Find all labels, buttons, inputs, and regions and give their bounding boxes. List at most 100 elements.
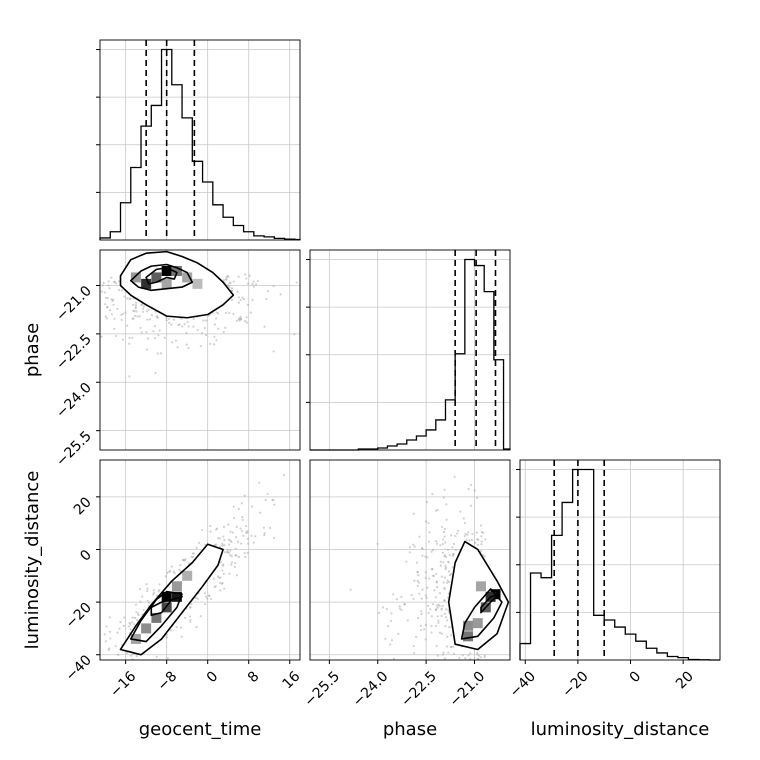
- sample-point: [467, 487, 470, 491]
- sample-point: [226, 548, 229, 551]
- sample-point: [435, 608, 438, 611]
- sample-point: [416, 579, 419, 582]
- y-tick-label: −25.5: [53, 428, 95, 470]
- sample-point: [166, 571, 169, 575]
- x-tick-label: 16: [280, 668, 304, 692]
- sample-point: [421, 554, 424, 557]
- sample-point: [452, 652, 456, 655]
- sample-point: [108, 616, 111, 619]
- sample-point: [259, 511, 262, 514]
- sample-point: [234, 535, 238, 539]
- sample-point: [189, 618, 192, 622]
- sample-point: [432, 574, 435, 577]
- sample-point: [237, 296, 240, 299]
- sample-point: [137, 612, 140, 615]
- sample-point: [413, 579, 416, 582]
- density-cell: [151, 272, 162, 283]
- sample-point: [480, 524, 483, 527]
- sample-point: [480, 543, 483, 546]
- sample-point: [192, 552, 195, 555]
- sample-point: [100, 290, 104, 293]
- sample-point: [148, 318, 152, 321]
- sample-point: [398, 605, 401, 608]
- sample-point: [145, 331, 148, 334]
- sample-point: [105, 625, 108, 628]
- sample-point: [154, 371, 157, 374]
- sample-point: [480, 530, 483, 534]
- contour-line: [145, 266, 178, 285]
- sample-point: [109, 309, 112, 312]
- sample-point: [483, 555, 486, 558]
- sample-point: [134, 603, 138, 606]
- sample-point: [244, 555, 247, 559]
- sample-point: [108, 647, 111, 650]
- sample-point: [146, 587, 149, 590]
- sample-point: [129, 628, 132, 631]
- contour-line: [447, 540, 510, 651]
- sample-point: [242, 297, 245, 301]
- sample-point: [251, 505, 254, 508]
- density-cell: [141, 623, 152, 634]
- sample-point: [221, 544, 224, 547]
- sample-point: [147, 308, 150, 311]
- sample-point: [107, 284, 110, 287]
- sample-point: [246, 303, 250, 306]
- sample-point: [433, 589, 436, 592]
- sample-point: [120, 289, 124, 292]
- sample-point: [217, 327, 220, 330]
- sample-point: [237, 301, 241, 304]
- sample-point: [225, 277, 228, 281]
- sample-point: [110, 313, 114, 316]
- sample-point: [439, 564, 442, 567]
- sample-point: [182, 559, 185, 562]
- sample-point: [435, 542, 439, 545]
- sample-point: [204, 603, 207, 606]
- sample-point: [435, 540, 438, 543]
- sample-point: [158, 583, 161, 586]
- sample-point: [434, 509, 438, 512]
- sample-point: [271, 498, 274, 501]
- sample-point: [405, 560, 408, 563]
- sample-point: [169, 629, 172, 632]
- sample-point: [128, 336, 131, 339]
- sample-point: [139, 326, 142, 330]
- sample-point: [265, 297, 268, 301]
- sample-point: [230, 298, 234, 302]
- sample-point: [415, 635, 418, 639]
- sample-point: [239, 527, 242, 530]
- sample-point: [448, 626, 451, 629]
- sample-point: [476, 496, 479, 499]
- sample-point: [444, 541, 447, 544]
- sample-point: [420, 546, 423, 549]
- sample-point: [129, 623, 132, 626]
- sample-point: [228, 286, 231, 289]
- sample-point: [417, 616, 420, 620]
- sample-point: [187, 325, 190, 328]
- sample-point: [416, 574, 420, 577]
- sample-point: [189, 606, 192, 609]
- panel-frame: [309, 459, 511, 661]
- density-cell: [171, 265, 182, 276]
- sample-point: [120, 318, 123, 322]
- sample-point: [167, 317, 171, 320]
- sample-point: [397, 632, 400, 636]
- sample-point: [419, 624, 422, 627]
- sample-point: [190, 603, 193, 606]
- sample-point: [201, 528, 204, 532]
- sample-point: [424, 623, 427, 627]
- sample-point: [128, 621, 131, 625]
- sample-point: [412, 652, 416, 655]
- sample-point: [196, 328, 199, 332]
- sample-point: [116, 307, 119, 311]
- sample-point: [233, 565, 237, 568]
- sample-point: [442, 496, 445, 499]
- panel-frame: [519, 459, 721, 661]
- y-tick-label: −20: [63, 600, 95, 632]
- sample-point: [219, 561, 223, 564]
- sample-point: [438, 604, 441, 608]
- sample-point: [122, 312, 125, 315]
- sample-point: [146, 337, 149, 340]
- sample-point: [215, 311, 218, 314]
- sample-point: [224, 311, 228, 315]
- sample-point: [148, 601, 151, 604]
